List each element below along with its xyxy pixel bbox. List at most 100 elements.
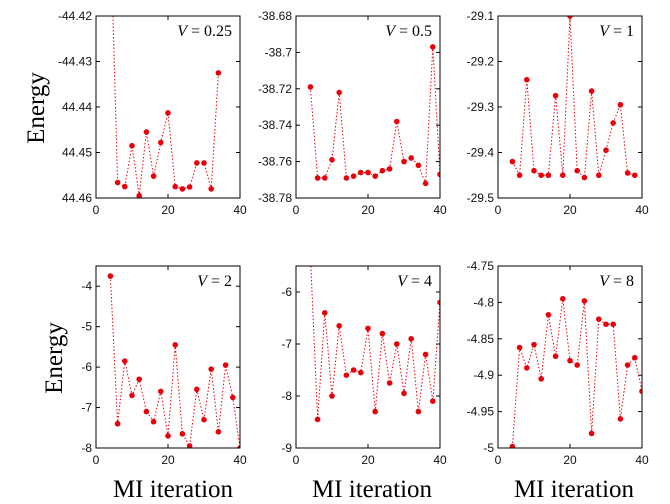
data-point	[567, 357, 573, 364]
panel-title-eq: =	[395, 23, 412, 40]
data-point	[143, 408, 150, 415]
y-tick-label: -8	[81, 441, 92, 455]
panel-title-var: V	[197, 273, 209, 290]
panel-title-eq: =	[207, 273, 224, 290]
data-point	[603, 147, 609, 154]
plot-frame	[497, 15, 643, 199]
data-point	[186, 443, 193, 448]
data-point	[531, 167, 537, 174]
data-point	[437, 171, 440, 178]
y-tick-label: -4.75	[467, 259, 495, 273]
data-point	[172, 342, 178, 348]
data-point	[343, 372, 350, 379]
data-point	[437, 299, 440, 306]
data-point	[122, 183, 128, 190]
y-tick-label: 44.46	[62, 191, 92, 205]
data-point	[552, 92, 559, 99]
data-point	[408, 155, 415, 161]
y-tick-label: -4.8	[473, 295, 494, 309]
data-point	[422, 351, 429, 358]
data-point	[567, 16, 573, 19]
data-point	[581, 174, 588, 181]
data-point	[136, 376, 142, 383]
x-tick-label: 20	[563, 203, 577, 217]
data-point	[372, 408, 379, 415]
data-point	[179, 186, 186, 192]
series-line	[109, 276, 240, 448]
data-point	[201, 416, 207, 423]
data-point	[208, 186, 214, 192]
data-point	[194, 160, 200, 166]
data-point	[215, 429, 222, 435]
panel-title-value: 8	[626, 273, 634, 290]
data-point	[365, 169, 371, 176]
data-point	[194, 386, 200, 393]
y-tick-label: -29.3	[467, 100, 495, 114]
data-point	[314, 416, 321, 423]
data-point	[314, 175, 321, 181]
data-point	[172, 183, 178, 190]
y-tick-label: -38.78	[258, 191, 292, 205]
panel-title-var: V	[177, 23, 189, 40]
x-tick-label: 20	[161, 203, 175, 217]
plot-frame	[95, 15, 241, 199]
x-tick-label: 20	[361, 203, 375, 217]
data-point	[329, 156, 335, 163]
data-point	[336, 89, 343, 96]
panel-title: V = 0.25	[177, 23, 232, 40]
data-point	[336, 323, 343, 329]
y-axis-label-bottom: Energy	[41, 322, 68, 394]
y-tick-label: -29.4	[467, 146, 495, 160]
y-tick-label: -9	[281, 441, 292, 455]
data-point	[603, 321, 609, 328]
panel-title-eq: =	[407, 273, 424, 290]
data-point	[322, 175, 328, 181]
data-point	[430, 398, 436, 405]
data-point	[136, 192, 142, 198]
data-point	[386, 380, 393, 386]
data-point	[222, 362, 229, 368]
data-point	[574, 362, 580, 368]
panel-title-eq: =	[609, 273, 626, 290]
data-point	[524, 365, 530, 371]
plot-frame	[295, 15, 441, 199]
data-point	[596, 316, 602, 322]
x-tick-label: 0	[93, 453, 100, 467]
panel-title: V = 2	[197, 273, 232, 290]
panel-5: -6 -7 -8 -90 20 40 V = 4	[281, 265, 447, 467]
y-tick-label: -6	[281, 285, 292, 299]
panel-title-value: 1	[626, 23, 634, 40]
y-tick-label: -8	[281, 389, 292, 403]
data-point	[538, 376, 544, 382]
panel-4: -4 -5 -6 -7 -80 20 40 V = 2	[81, 265, 247, 467]
data-point	[552, 353, 559, 360]
panel-title-var: V	[599, 273, 611, 290]
data-point	[545, 172, 552, 179]
data-point	[422, 180, 429, 187]
data-point	[350, 367, 357, 373]
data-point	[114, 420, 121, 427]
data-point	[430, 44, 436, 50]
data-point	[401, 158, 407, 165]
data-point	[531, 341, 537, 348]
panel-title-eq: =	[609, 23, 626, 40]
y-tick-label: -7	[81, 401, 92, 415]
x-tick-label: 0	[495, 453, 502, 467]
y-tick-label: 44.44	[62, 100, 92, 114]
series-line	[511, 298, 642, 447]
x-tick-label: 40	[233, 453, 247, 467]
data-point	[581, 298, 588, 304]
panel-2: -38.68 -38.7 -38.72 -38.74 -38.76 -38.780 20 40…	[258, 9, 447, 217]
data-point	[358, 369, 364, 376]
y-tick-label: -38.68	[258, 9, 292, 23]
data-point	[415, 162, 422, 169]
x-tick-label: 0	[93, 203, 100, 217]
y-tick-label: -29.5	[467, 191, 495, 205]
x-tick-label: 0	[293, 203, 300, 217]
data-point	[158, 139, 164, 146]
data-point	[624, 362, 631, 368]
data-point	[165, 110, 171, 116]
data-point	[208, 366, 214, 372]
